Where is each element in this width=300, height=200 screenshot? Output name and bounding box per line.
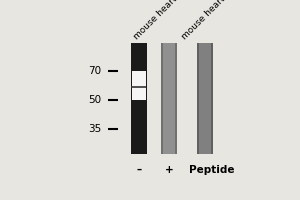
Bar: [197, 43, 213, 154]
Text: –: –: [136, 165, 141, 175]
Text: Peptide: Peptide: [189, 165, 234, 175]
Text: +: +: [164, 165, 173, 175]
Bar: [130, 43, 147, 154]
Text: 35: 35: [88, 124, 101, 134]
Bar: [163, 43, 175, 154]
Bar: [132, 71, 146, 100]
Text: mouse heart: mouse heart: [132, 0, 179, 42]
Text: 70: 70: [88, 66, 101, 76]
Text: 50: 50: [88, 95, 101, 105]
Bar: [199, 43, 211, 154]
Bar: [161, 43, 177, 154]
Text: mouse heart: mouse heart: [180, 0, 227, 42]
